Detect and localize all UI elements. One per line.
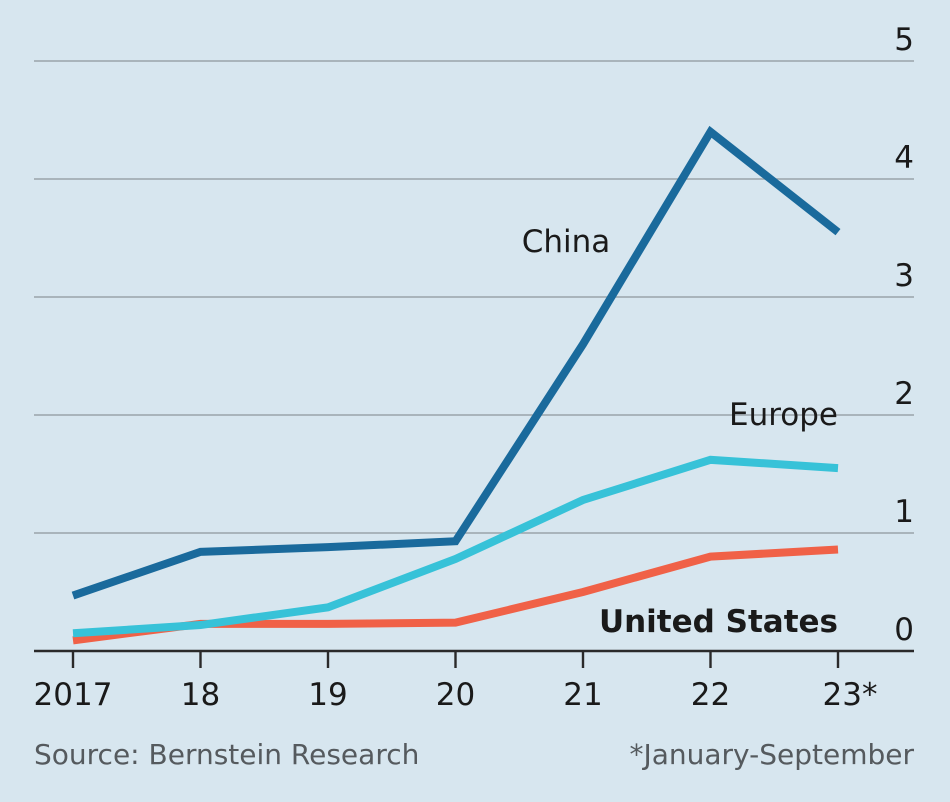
- y-tick-label: 4: [894, 140, 914, 176]
- series-label-china: China: [522, 224, 611, 260]
- y-tick-label: 0: [894, 612, 914, 648]
- x-tick-label: 19: [308, 677, 347, 713]
- x-tick-label: 23*: [823, 677, 878, 713]
- x-tick-label: 21: [563, 677, 602, 713]
- series-label-united-states: United States: [599, 604, 838, 640]
- y-tick-label: 3: [894, 258, 914, 294]
- series-line-china: [71, 125, 841, 600]
- series-labels: China Europe United States: [522, 224, 838, 640]
- x-tick-label: 22: [691, 677, 730, 713]
- footnote: *January-September: [629, 738, 914, 771]
- y-axis-ticks: 0 1 2 3 4 5: [894, 22, 914, 648]
- x-axis: 2017 18 19 20 21 22 23*: [34, 649, 914, 713]
- y-tick-label: 5: [894, 22, 914, 58]
- x-tick-label: 20: [436, 677, 475, 713]
- y-tick-label: 2: [894, 376, 914, 412]
- x-tick-label: 18: [181, 677, 220, 713]
- series-line-europe: [72, 455, 839, 638]
- series-label-europe: Europe: [729, 397, 838, 433]
- y-tick-label: 1: [894, 494, 914, 530]
- x-tick-label: 2017: [34, 677, 113, 713]
- source-note: Source: Bernstein Research: [34, 738, 420, 771]
- series-lines: [71, 125, 841, 645]
